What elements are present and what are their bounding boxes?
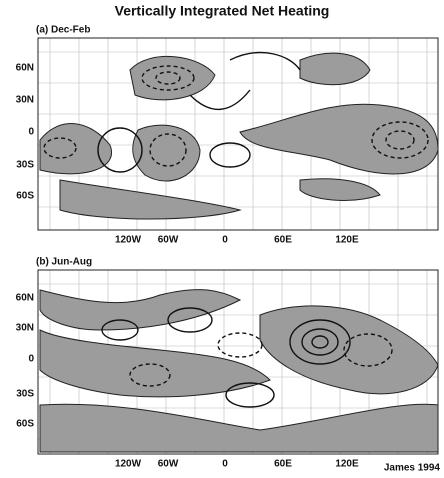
lon-label: 60W xyxy=(158,235,179,246)
map-panel-a xyxy=(37,37,439,231)
lon-label: 120W xyxy=(115,235,142,246)
map-frame xyxy=(37,37,439,231)
lon-label: 60E xyxy=(274,459,292,470)
lat-label: 60S xyxy=(16,191,34,202)
lat-label: 30N xyxy=(16,323,34,334)
lat-label: 60N xyxy=(16,63,34,74)
lon-label: 120E xyxy=(335,459,359,470)
lon-label: 0 xyxy=(222,235,228,246)
lat-label: 0 xyxy=(28,127,34,138)
lat-label: 0 xyxy=(28,354,34,365)
lat-label: 60N xyxy=(16,293,34,304)
lon-label: 60W xyxy=(158,459,179,470)
lon-label: 60E xyxy=(274,235,292,246)
lat-label: 30N xyxy=(16,95,34,106)
map-frame xyxy=(37,269,439,455)
panel-label: (b) Jun-Aug xyxy=(36,257,92,268)
credit: James 1994 xyxy=(384,463,441,474)
lat-label: 30S xyxy=(16,389,34,400)
lat-label: 30S xyxy=(16,160,34,171)
figure-title: Vertically Integrated Net Heating xyxy=(115,3,330,19)
lon-label: 0 xyxy=(222,459,228,470)
map-panel-b xyxy=(37,269,439,455)
lon-label: 120E xyxy=(335,235,359,246)
lat-label: 60S xyxy=(16,419,34,430)
lon-label: 120W xyxy=(115,459,142,470)
panel-label: (a) Dec-Feb xyxy=(36,25,90,36)
